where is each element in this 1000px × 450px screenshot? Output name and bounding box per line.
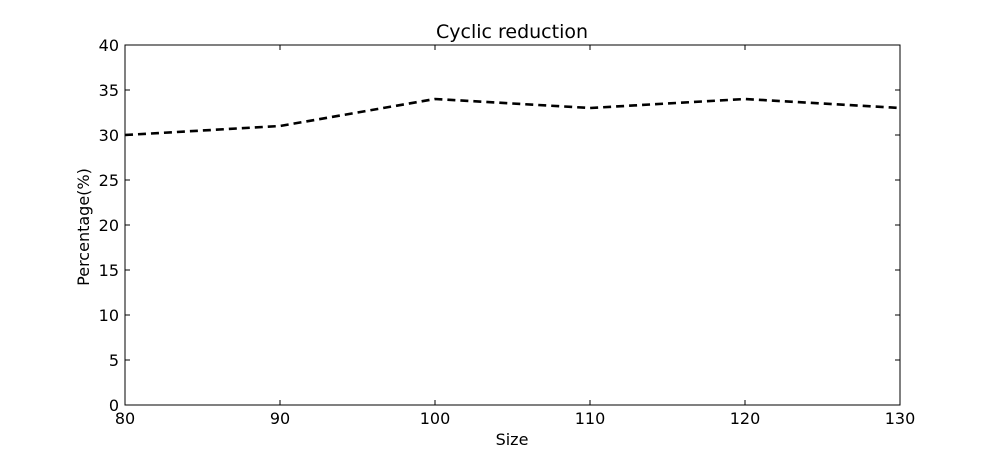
y-tick-label: 15 — [99, 261, 119, 280]
x-tick-label: 80 — [115, 409, 135, 428]
y-tick-label: 35 — [99, 81, 119, 100]
series-line — [124, 97, 901, 137]
chart-title: Cyclic reduction — [436, 21, 588, 43]
x-axis-label: Size — [496, 430, 529, 449]
series-layer — [124, 97, 901, 137]
x-tick-label: 110 — [575, 409, 606, 428]
x-axis-ticks: 80 90 100 110 120 130 — [115, 45, 915, 428]
y-tick-label: 40 — [99, 36, 119, 55]
x-tick-label: 120 — [730, 409, 761, 428]
x-tick-label: 90 — [270, 409, 290, 428]
y-tick-label: 30 — [99, 126, 119, 145]
y-axis-label: Percentage(%) — [74, 168, 93, 286]
y-tick-label: 0 — [109, 396, 119, 415]
y-tick-label: 10 — [99, 306, 119, 325]
y-tick-label: 20 — [99, 216, 119, 235]
y-tick-label: 5 — [109, 351, 119, 370]
x-tick-label: 130 — [885, 409, 916, 428]
y-axis-ticks: 0 5 10 15 20 25 30 35 40 — [99, 36, 900, 415]
x-tick-label: 100 — [420, 409, 451, 428]
y-tick-label: 25 — [99, 171, 119, 190]
